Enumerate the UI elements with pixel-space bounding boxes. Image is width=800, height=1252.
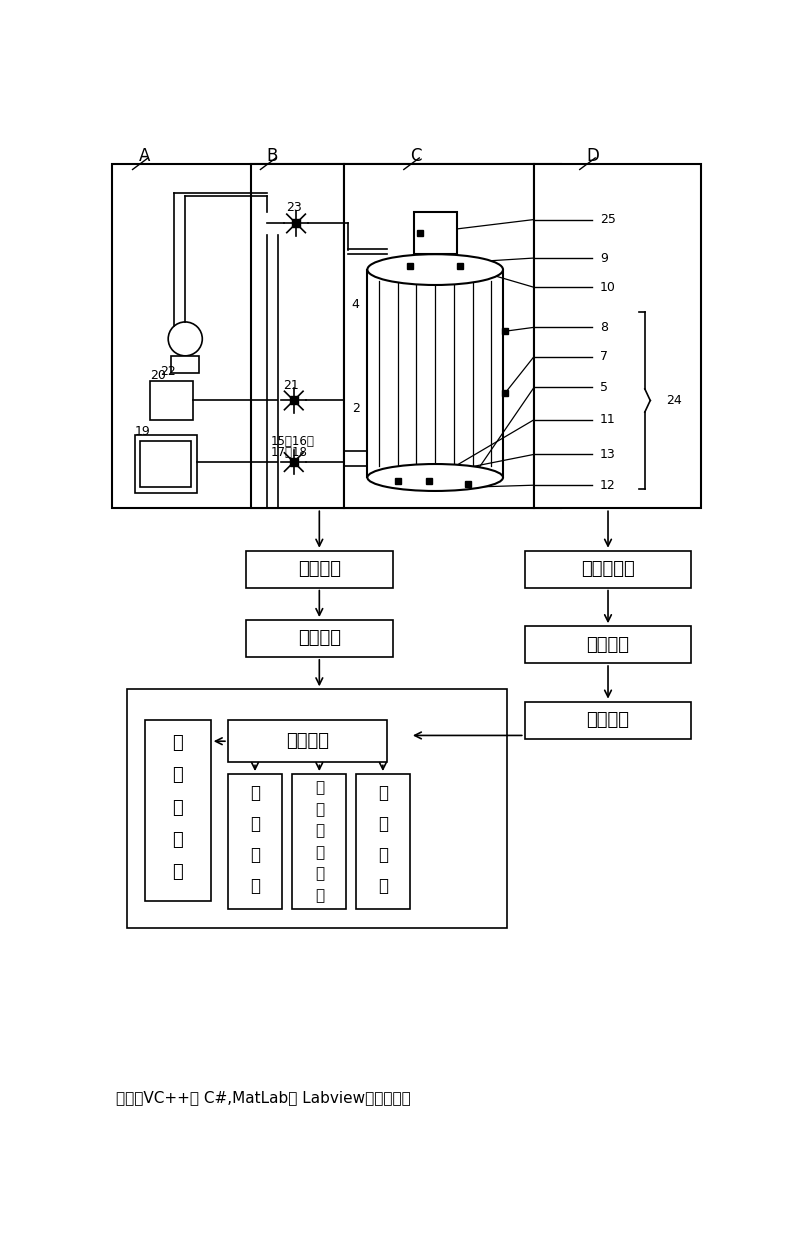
Bar: [145, 720, 211, 901]
Text: 19: 19: [135, 424, 150, 438]
Text: 打: 打: [173, 831, 183, 849]
Text: 17、18: 17、18: [270, 447, 307, 459]
Bar: [228, 720, 386, 762]
Text: 8: 8: [600, 321, 608, 334]
Text: 数模转换: 数模转换: [298, 630, 341, 647]
Text: 数: 数: [250, 784, 260, 803]
Bar: [414, 212, 457, 254]
Text: 15、16、: 15、16、: [270, 434, 314, 448]
Text: 预调理电路: 预调理电路: [581, 560, 635, 578]
Text: 印: 印: [173, 864, 183, 881]
Text: 12: 12: [600, 478, 616, 492]
Text: 合: 合: [250, 876, 260, 895]
Text: 22: 22: [161, 364, 176, 378]
Text: 25: 25: [600, 213, 616, 227]
Bar: [367, 269, 503, 477]
Bar: [344, 164, 534, 508]
Text: 模数转换: 模数转换: [586, 711, 630, 729]
Text: 多路开关: 多路开关: [586, 636, 630, 654]
Text: 噪: 噪: [378, 815, 388, 833]
Text: C: C: [410, 148, 422, 165]
Bar: [127, 690, 507, 928]
Bar: [135, 436, 197, 493]
Text: 正: 正: [314, 888, 324, 903]
Text: 驱动模块: 驱动模块: [298, 560, 341, 578]
Text: 7: 7: [600, 351, 608, 363]
Text: 理: 理: [378, 876, 388, 895]
Bar: [525, 626, 691, 664]
Text: 示: 示: [173, 766, 183, 785]
Text: B: B: [266, 148, 278, 165]
Bar: [251, 164, 344, 508]
Text: A: A: [138, 148, 150, 165]
Text: 性: 性: [314, 845, 324, 860]
Bar: [534, 164, 701, 508]
Bar: [171, 356, 199, 373]
Ellipse shape: [367, 464, 503, 491]
Bar: [356, 774, 410, 909]
Bar: [246, 551, 393, 587]
Text: 24: 24: [666, 394, 682, 407]
Text: 9: 9: [600, 252, 608, 264]
Text: 20: 20: [150, 369, 166, 382]
Bar: [246, 620, 393, 657]
Text: 修: 修: [314, 866, 324, 881]
Text: D: D: [586, 148, 598, 165]
Text: 10: 10: [600, 280, 616, 294]
Text: 线: 线: [314, 801, 324, 816]
Text: 11: 11: [600, 413, 616, 426]
Text: 融: 融: [250, 846, 260, 864]
Text: 和: 和: [173, 799, 183, 816]
Text: 物: 物: [314, 824, 324, 839]
Text: 21: 21: [283, 378, 298, 392]
Bar: [525, 701, 691, 739]
Text: 显: 显: [173, 734, 183, 752]
Text: 上位机VC++， C#,MatLab， Labview等开发环境: 上位机VC++， C#,MatLab， Labview等开发环境: [115, 1089, 410, 1104]
Text: 数据处理: 数据处理: [286, 732, 329, 750]
Text: 13: 13: [600, 448, 616, 461]
Bar: [292, 774, 346, 909]
Bar: [525, 551, 691, 587]
Bar: [112, 164, 561, 508]
Bar: [228, 774, 282, 909]
Text: 23: 23: [286, 202, 302, 214]
Text: 4: 4: [352, 298, 360, 310]
Ellipse shape: [367, 254, 503, 285]
Text: 据: 据: [250, 815, 260, 833]
Text: 2: 2: [352, 402, 360, 414]
Text: 在: 在: [314, 780, 324, 795]
Text: 处: 处: [378, 846, 388, 864]
Bar: [140, 441, 191, 487]
Bar: [150, 382, 193, 419]
Text: 5: 5: [600, 381, 608, 394]
Text: 去: 去: [378, 784, 388, 803]
